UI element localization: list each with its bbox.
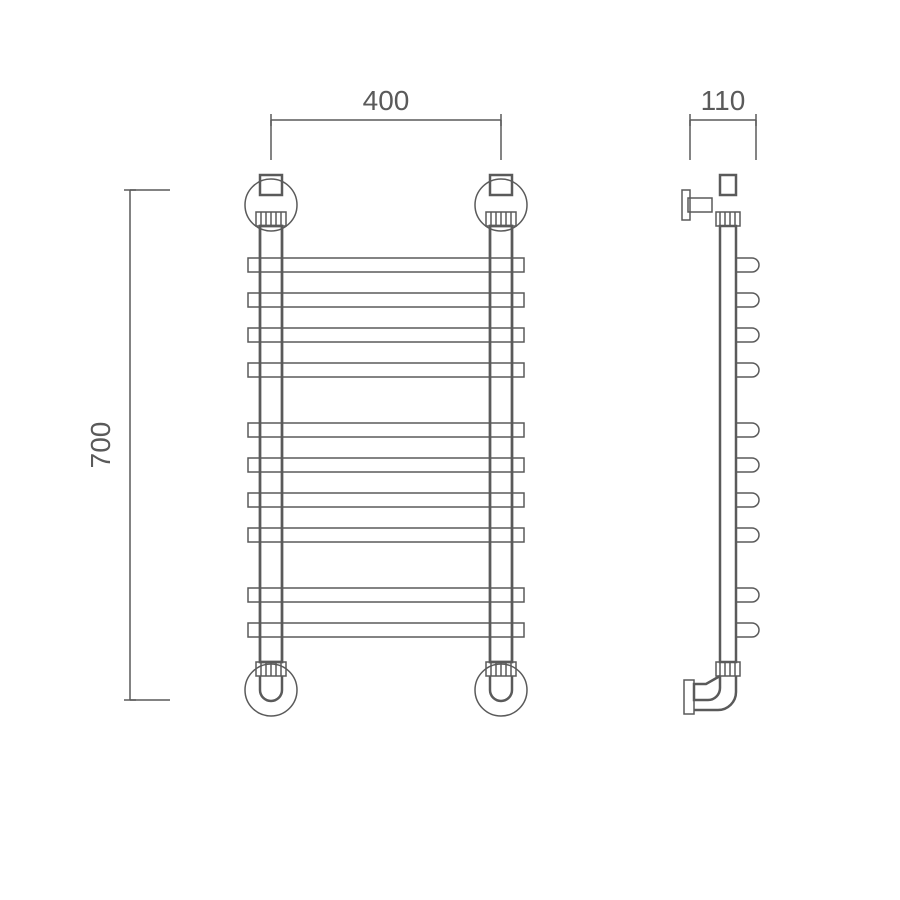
u-bend-right bbox=[490, 676, 512, 701]
u-bend-left bbox=[260, 676, 282, 701]
bottom-elbow bbox=[694, 676, 720, 700]
side-rung-stubs bbox=[736, 258, 759, 637]
top-bracket-flange bbox=[682, 190, 690, 220]
dimension-lines: 400 110 700 bbox=[85, 85, 756, 700]
side-tube bbox=[720, 226, 736, 662]
bottom-flange bbox=[684, 680, 694, 714]
stub-top-left bbox=[260, 175, 282, 195]
dim-depth-label: 110 bbox=[701, 85, 746, 116]
stub-top-right bbox=[490, 175, 512, 195]
rungs bbox=[248, 258, 524, 637]
dim-height-label: 700 bbox=[85, 422, 116, 469]
front-view bbox=[245, 175, 527, 716]
vertical-tube-left bbox=[260, 226, 282, 662]
vertical-tube-right bbox=[490, 226, 512, 662]
technical-drawing: 400 110 700 bbox=[0, 0, 900, 900]
dim-width-label: 400 bbox=[363, 85, 410, 116]
side-view bbox=[682, 175, 759, 714]
top-bracket-stem bbox=[688, 198, 712, 212]
